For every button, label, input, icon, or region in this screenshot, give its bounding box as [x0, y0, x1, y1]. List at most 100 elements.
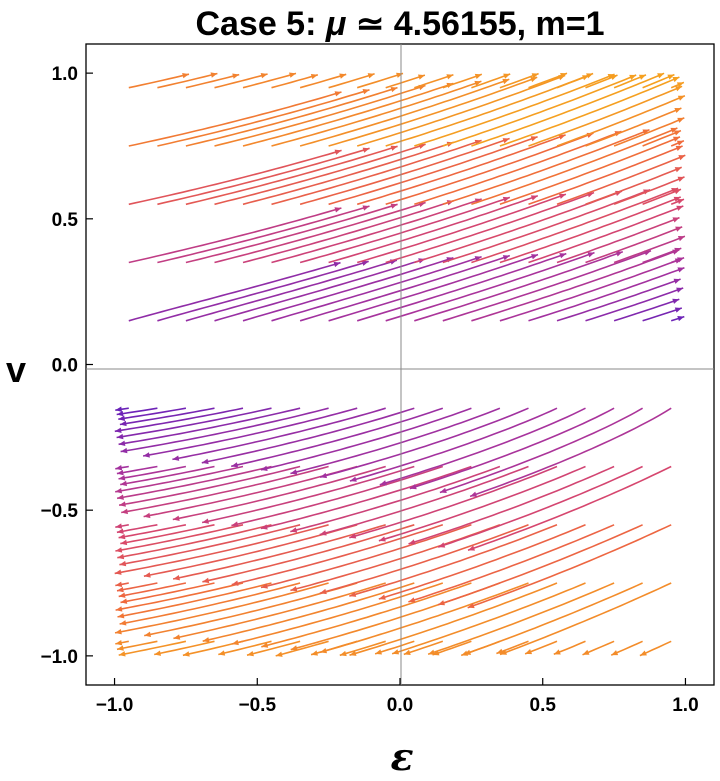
stream-arrowhead: [408, 597, 416, 603]
stream-arrowhead: [439, 487, 447, 493]
streamline: [154, 640, 215, 656]
streamline: [172, 407, 386, 461]
stream-arrowhead: [378, 594, 386, 600]
streamline: [260, 465, 472, 530]
stream-arrowhead: [675, 145, 683, 151]
streamlines: [114, 72, 686, 657]
x-axis-label: ε: [390, 734, 413, 779]
x-axis-ticks: −1.0 −0.5 0.0 0.5 1.0: [96, 678, 699, 716]
streamline: [202, 524, 415, 583]
stream-arrowhead: [531, 254, 539, 260]
stream-arrowhead: [362, 147, 370, 153]
streamline: [585, 107, 682, 147]
stream-arrowhead: [290, 469, 298, 475]
streamline: [185, 203, 398, 264]
streamline: [214, 73, 268, 89]
stream-arrowhead: [143, 512, 151, 519]
stream-arrowhead: [310, 73, 318, 80]
stream-arrowhead: [120, 598, 128, 604]
stream-arrowhead: [117, 494, 124, 500]
stream-arrowhead: [582, 75, 590, 81]
stream-arrowhead: [320, 472, 328, 479]
streamline: [173, 582, 386, 640]
streamline: [585, 166, 683, 206]
streamline: [116, 407, 272, 439]
stream-arrowhead: [115, 606, 123, 612]
y-tick-label: 0.0: [52, 356, 78, 377]
streamline: [157, 147, 370, 206]
stream-arrowhead: [201, 458, 209, 465]
stream-arrowhead: [218, 650, 226, 656]
streamline: [119, 407, 215, 426]
y-axis-label: v: [6, 349, 26, 390]
streamline: [114, 582, 329, 634]
streamline: [427, 582, 615, 655]
stream-arrowhead: [530, 136, 538, 142]
stream-arrowhead: [676, 140, 684, 146]
stream-arrowhead: [290, 645, 298, 651]
stream-arrowhead: [502, 78, 510, 85]
streamline: [442, 74, 637, 147]
stream-arrowhead: [500, 649, 508, 655]
streamline: [463, 582, 643, 656]
streamline: [242, 257, 454, 322]
streamline: [117, 582, 272, 618]
streamline: [613, 176, 685, 206]
streamline: [231, 582, 444, 645]
streamline: [299, 73, 347, 89]
streamline: [499, 258, 683, 322]
streamline: [172, 465, 386, 521]
streamline: [242, 141, 454, 206]
streamline: [437, 465, 643, 548]
stream-arrowhead: [362, 89, 370, 95]
stream-arrowhead: [182, 73, 190, 79]
stream-arrowhead: [115, 465, 123, 471]
stream-arrowhead: [114, 427, 122, 433]
stream-arrowhead: [275, 651, 283, 657]
stream-arrowhead: [144, 631, 152, 638]
stream-arrowhead: [349, 533, 357, 539]
streamline: [385, 251, 595, 322]
streamline: [528, 145, 683, 206]
stream-arrowhead: [390, 145, 398, 151]
stream-arrowhead: [118, 475, 126, 481]
streamline: [116, 524, 158, 534]
streamline: [201, 465, 415, 524]
stream-arrowhead: [409, 484, 417, 490]
streamline: [409, 407, 615, 490]
stream-arrowhead: [202, 577, 210, 584]
streamline: [403, 640, 444, 656]
streamline: [118, 407, 187, 420]
streamline: [128, 73, 190, 89]
y-tick-label: 0.5: [52, 210, 79, 231]
streamline: [339, 640, 386, 657]
stream-arrowhead: [657, 73, 665, 79]
streamline: [157, 260, 369, 322]
streamline: [116, 407, 158, 416]
streamline: [442, 188, 651, 264]
stream-arrowhead: [446, 74, 454, 80]
streamline: [116, 582, 158, 592]
streamline: [528, 266, 685, 322]
stream-arrowhead: [502, 138, 510, 144]
streamline: [185, 145, 398, 206]
streamline: [378, 524, 586, 600]
stream-arrowhead: [672, 298, 680, 304]
stream-arrowhead: [115, 639, 123, 646]
stream-arrowhead: [530, 195, 538, 201]
stream-arrowhead: [115, 523, 123, 529]
stream-arrowhead: [290, 586, 298, 592]
streamline: [471, 187, 679, 264]
stream-arrowhead: [677, 176, 685, 182]
x-tick-label: −0.5: [239, 695, 277, 716]
streamline: [214, 258, 426, 322]
streamline: [115, 524, 244, 552]
streamline: [471, 127, 678, 206]
stream-arrowhead: [496, 648, 504, 654]
streamline: [467, 524, 672, 609]
streamline: [499, 72, 539, 89]
stream-arrowhead: [261, 583, 268, 589]
stream-arrowhead: [289, 72, 296, 78]
streamline: [556, 95, 686, 147]
